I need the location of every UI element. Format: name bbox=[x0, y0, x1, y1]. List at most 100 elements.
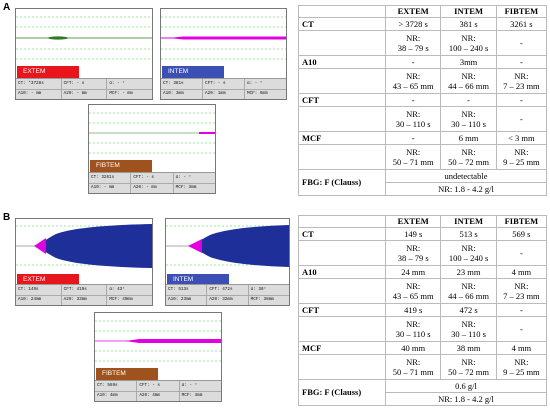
b-fibtem-tag: FIBTEM bbox=[96, 368, 158, 380]
a-fbg-label: FBG: F (Clauss) bbox=[298, 169, 386, 196]
a-cft-nr-extem: NR: 30 – 110 s bbox=[384, 106, 442, 132]
a-a10-fibtem: - bbox=[495, 55, 548, 69]
b-extem-mcf: MCF: 40mm bbox=[109, 297, 133, 302]
a-intem-trace bbox=[161, 16, 286, 60]
b-a10-intem: 23 mm bbox=[440, 265, 497, 279]
b-header-fibtem: FIBTEM bbox=[495, 215, 548, 228]
a-extem-alpha: α: - ° bbox=[109, 81, 125, 86]
b-fbg-nr: NR: 1.8 - 4.2 g/l bbox=[385, 392, 547, 406]
a-cft-intem: - bbox=[440, 93, 497, 107]
a-mcf-extem: - bbox=[384, 131, 442, 145]
b-mcf-nr-extem: NR: 50 – 71 mm bbox=[384, 354, 442, 380]
a-mcf-nr-blank bbox=[298, 144, 386, 170]
a-cft-fibtem: - bbox=[495, 93, 548, 107]
b-mcf-nr-fibtem: NR: 9 – 25 mm bbox=[495, 354, 548, 380]
a-header-fibtem: FIBTEM bbox=[495, 5, 548, 18]
b-extem-params: CT: 149s CFT: 419s α: 43° A10: 24mm A20:… bbox=[16, 284, 152, 305]
b-a10-extem: 24 mm bbox=[384, 265, 442, 279]
a-fibtem-mcf: MCF: 3mm bbox=[175, 185, 197, 190]
b-fibtem-mcf: MCF: 4mm bbox=[181, 393, 203, 398]
b-intem-mcf: MCF: 38mm bbox=[250, 297, 274, 302]
b-fibtem-alpha: α: - ° bbox=[181, 383, 198, 388]
a-extem-a10: A10: - mm bbox=[16, 89, 62, 99]
b-a10-nr-extem: NR: 43 – 65 mm bbox=[384, 278, 442, 304]
b-row-a10-label: A10 bbox=[298, 265, 386, 279]
a-mcf-nr-fibtem: NR: 9 – 25 mm bbox=[495, 144, 548, 170]
a-intem-params: CT: 381s CFT: - s α: - ° A10: 3mm A20: 1… bbox=[161, 78, 286, 99]
b-fbg-value: 0.6 g/l bbox=[385, 379, 547, 393]
a-fibtem-trace bbox=[89, 112, 215, 154]
b-a10-nr-intem: NR: 44 – 66 mm bbox=[440, 278, 497, 304]
b-ct-fibtem: 569 s bbox=[495, 227, 548, 241]
a-intem-a20: A20: 1mm bbox=[203, 89, 245, 99]
b-extem-a10: A10: 24mm bbox=[16, 295, 62, 305]
b-cft-nr-extem: NR: 30 – 110 s bbox=[384, 316, 442, 342]
b-intem-tag: INTEM bbox=[167, 274, 229, 286]
b-mcf-nr-intem: NR: 50 – 72 mm bbox=[440, 354, 497, 380]
b-intem-tem-panel: INTEM CT: 513s CFT: 472s α: 36° A10: 23m… bbox=[165, 218, 290, 306]
b-intem-a10: A10: 23mm bbox=[166, 295, 208, 305]
a-ct-nr-extem: NR: 38 – 79 s bbox=[384, 30, 442, 56]
b-results-table: EXTEM INTEM FIBTEM CT 149 s 513 s 569 s … bbox=[298, 215, 548, 406]
a-mcf-nr-intem: NR: 50 – 72 mm bbox=[440, 144, 497, 170]
b-a10-fibtem: 4 mm bbox=[495, 265, 548, 279]
b-extem-cft: CFT: 419s bbox=[62, 285, 108, 295]
b-mcf-nr-blank bbox=[298, 354, 386, 380]
a-fbg-nr: NR: 1.8 - 4.2 g/l bbox=[385, 182, 547, 196]
b-fibtem-params: CT: 569s CFT: - s α: - ° A10: 4mm A20: 4… bbox=[95, 380, 221, 401]
a-extem-cft: CFT: - s bbox=[62, 79, 108, 89]
a-fibtem-a20: A20: - mm bbox=[131, 183, 174, 193]
a-extem-tag: EXTEM bbox=[17, 66, 79, 78]
a-intem-a10: A10: 3mm bbox=[161, 89, 203, 99]
b-mcf-intem: 38 mm bbox=[440, 341, 497, 355]
a-intem-cft: CFT: - s bbox=[203, 79, 245, 89]
a-ct-nr-fibtem: - bbox=[495, 30, 548, 56]
a-row-cft-label: CFT bbox=[298, 93, 386, 107]
b-intem-alpha: α: 36° bbox=[250, 287, 267, 292]
a-intem-tem-panel: INTEM CT: 381s CFT: - s α: - ° A10: 3mm … bbox=[160, 8, 287, 100]
section-a-label: A bbox=[3, 2, 11, 13]
a-row-ct-label: CT bbox=[298, 17, 386, 31]
a-results-table: EXTEM INTEM FIBTEM CT > 3728 s 381 s 326… bbox=[298, 5, 548, 196]
b-cft-intem: 472 s bbox=[440, 303, 497, 317]
b-intem-trace bbox=[166, 225, 289, 267]
b-extem-a20: A20: 33mm bbox=[62, 295, 108, 305]
a-fbg-value: undetectable bbox=[385, 169, 547, 183]
a-cft-extem: - bbox=[384, 93, 442, 107]
b-cft-fibtem: - bbox=[495, 303, 548, 317]
a-a10-nr-fibtem: NR: 7 – 23 mm bbox=[495, 68, 548, 94]
a-cft-nr-intem: NR: 30 – 110 s bbox=[440, 106, 497, 132]
a-intem-tag: INTEM bbox=[162, 66, 224, 78]
b-intem-params: CT: 513s CFT: 472s α: 36° A10: 23mm A20:… bbox=[166, 284, 289, 305]
a-ct-extem: > 3728 s bbox=[384, 17, 442, 31]
b-cft-nr-fibtem: - bbox=[495, 316, 548, 342]
a-cft-nr-blank bbox=[298, 106, 386, 132]
a-fibtem-a10: A10: - mm bbox=[89, 183, 132, 193]
b-fibtem-a20: A20: 4mm bbox=[137, 391, 180, 401]
b-ct-extem: 149 s bbox=[384, 227, 442, 241]
b-fibtem-a10: A10: 4mm bbox=[95, 391, 138, 401]
b-ct-nr-intem: NR: 100 – 240 s bbox=[440, 240, 497, 266]
b-fibtem-ct: CT: 569s bbox=[95, 381, 138, 391]
a-intem-alpha: α: - ° bbox=[247, 81, 263, 86]
b-extem-tag: EXTEM bbox=[17, 274, 79, 286]
b-ct-nr-blank bbox=[298, 240, 386, 266]
b-fibtem-cft: CFT: - s bbox=[137, 381, 180, 391]
a-fibtem-ct: CT: 3261s bbox=[89, 173, 132, 183]
b-extem-trace bbox=[16, 224, 152, 268]
b-intem-cft: CFT: 472s bbox=[207, 285, 249, 295]
a-mcf-fibtem: < 3 mm bbox=[495, 131, 548, 145]
a-extem-trace bbox=[16, 16, 152, 60]
b-header-blank bbox=[298, 215, 386, 228]
a-extem-tem-panel: EXTEM CT: *3728s CFT: - s α: - ° A10: - … bbox=[15, 8, 153, 100]
b-intem-ct: CT: 513s bbox=[166, 285, 208, 295]
b-row-ct-label: CT bbox=[298, 227, 386, 241]
b-ct-nr-fibtem: - bbox=[495, 240, 548, 266]
a-header-blank bbox=[298, 5, 386, 18]
b-extem-ct: CT: 149s bbox=[16, 285, 62, 295]
a-ct-nr-blank bbox=[298, 30, 386, 56]
a-mcf-intem: 6 mm bbox=[440, 131, 497, 145]
a-extem-a20: A20: - mm bbox=[62, 89, 108, 99]
a-fibtem-tem-panel: FIBTEM CT: 3261s CFT: - s α: - ° A10: - … bbox=[88, 104, 216, 194]
a-fibtem-alpha: α: - ° bbox=[175, 175, 192, 180]
